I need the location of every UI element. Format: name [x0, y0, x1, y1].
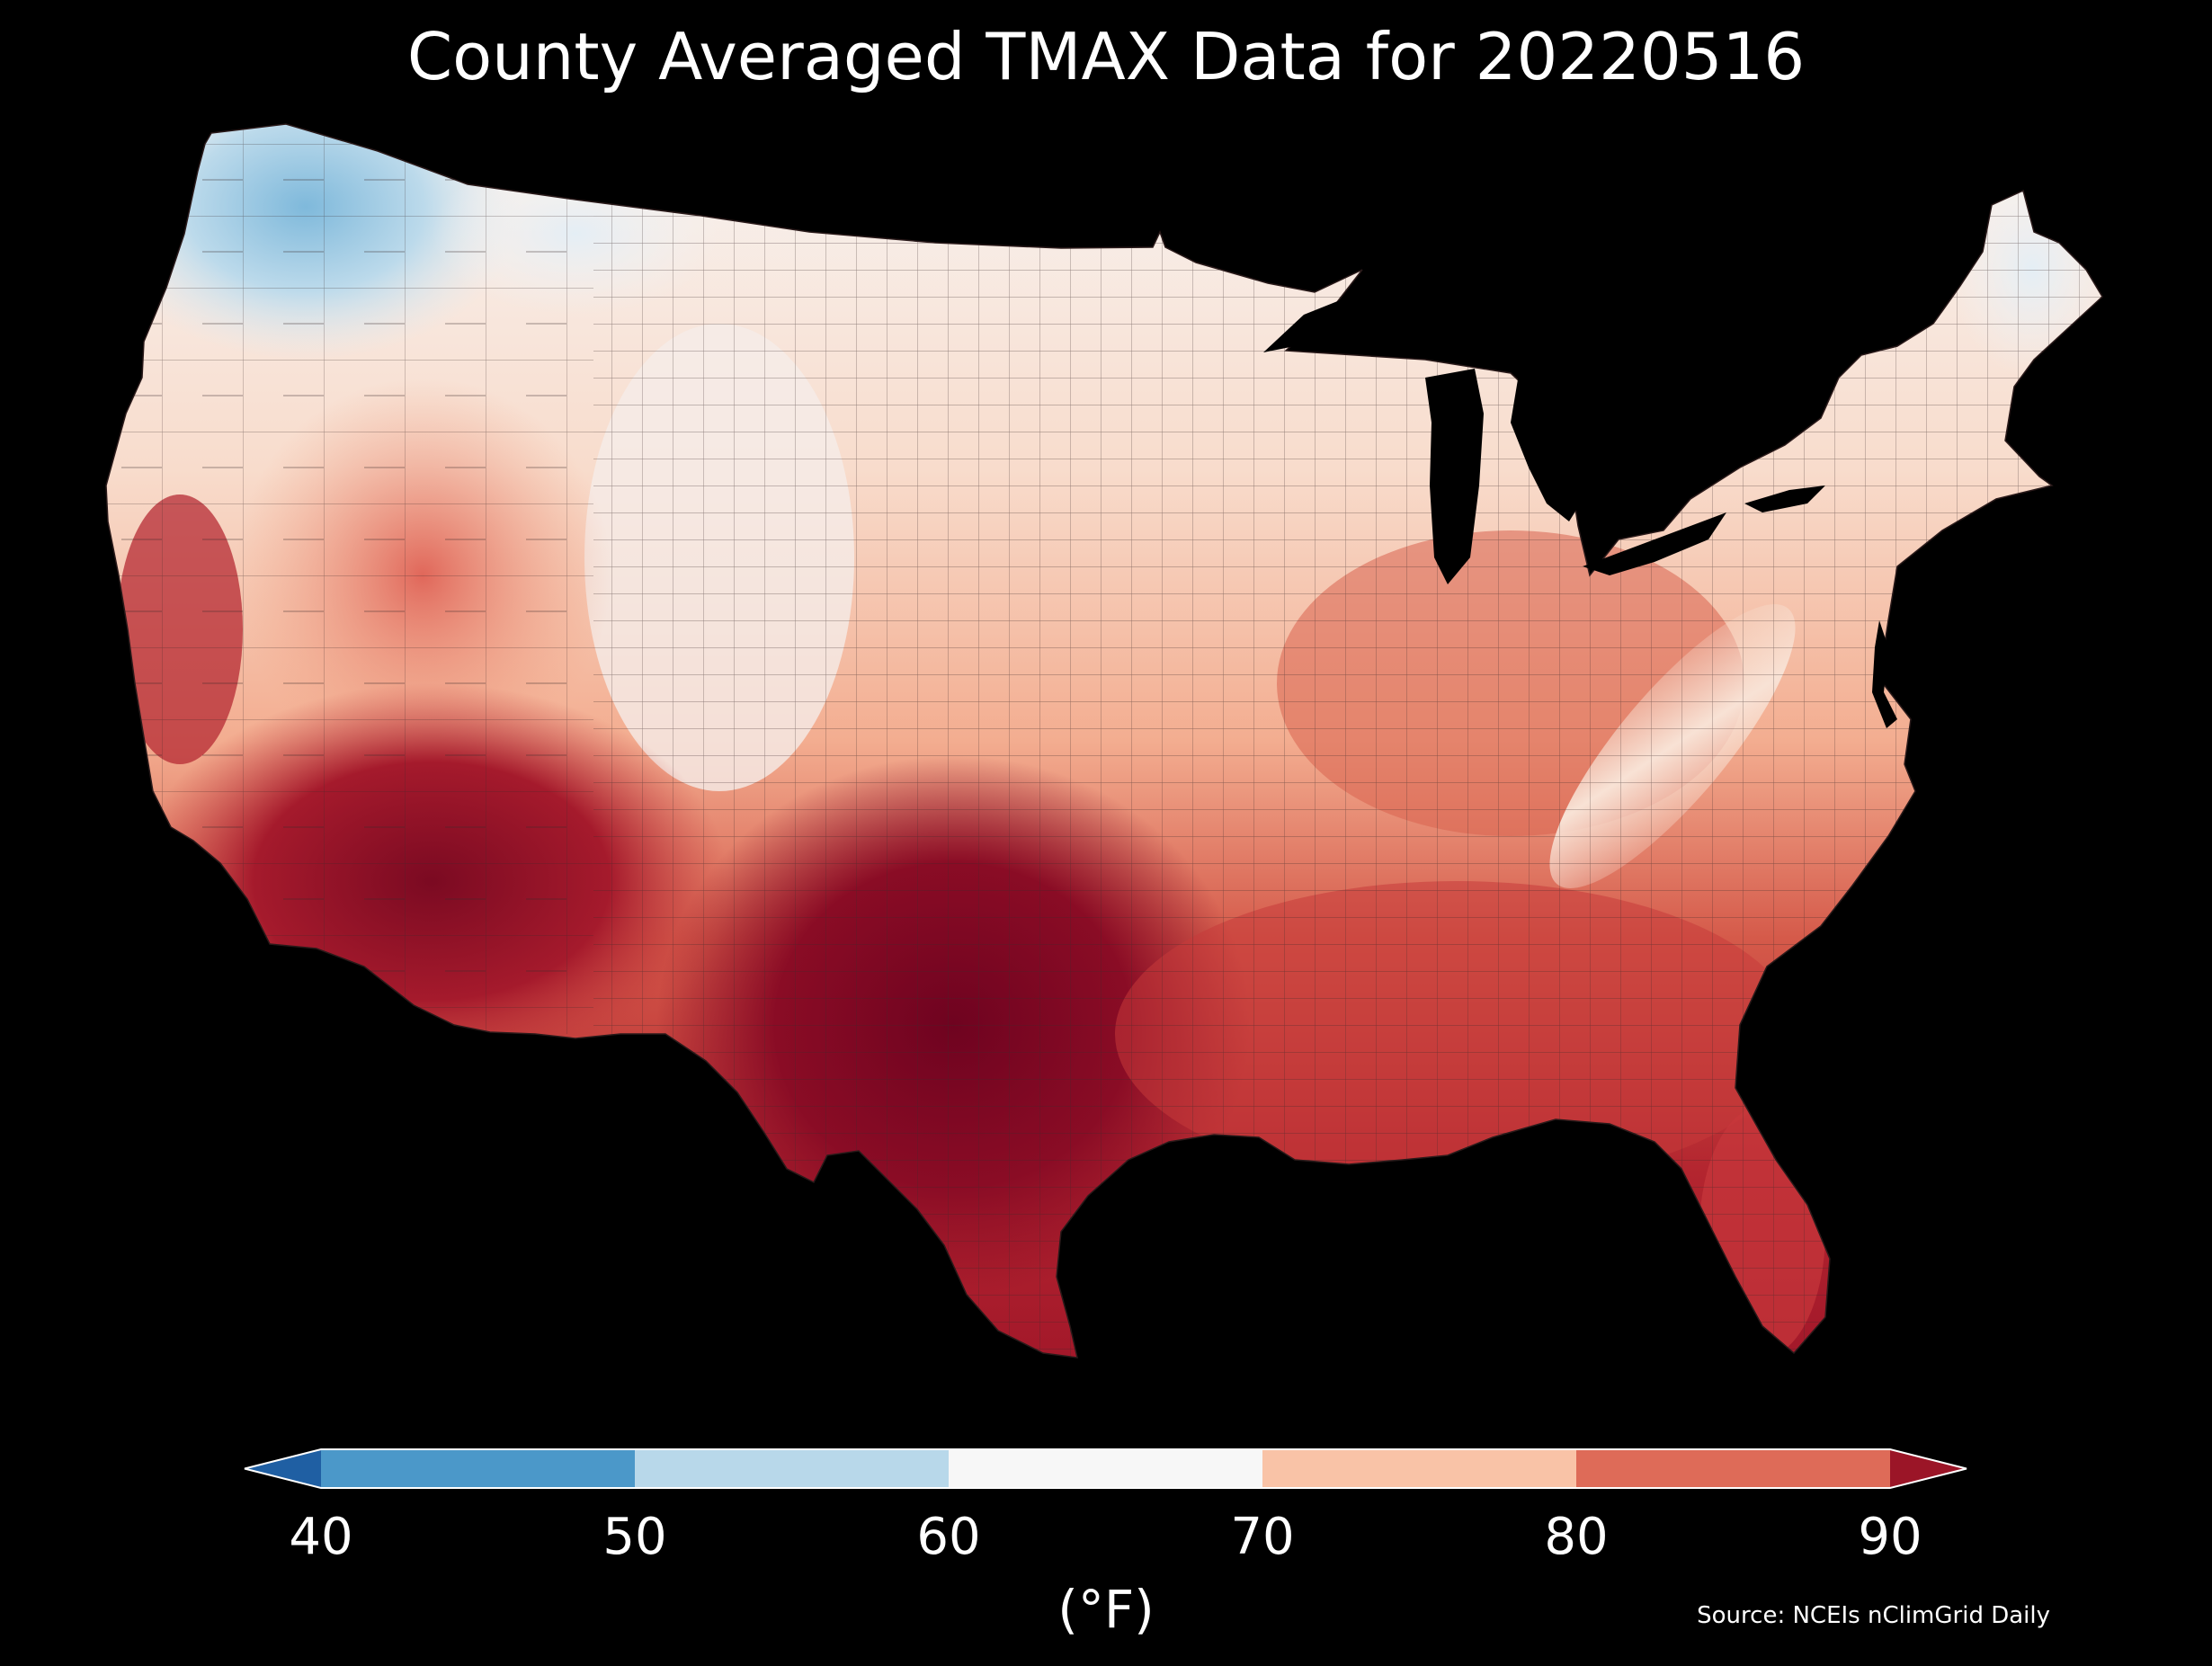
great-lakes: [1263, 279, 1897, 728]
colorbar-unit-label: (°F): [1057, 1579, 1155, 1640]
tick-label-60: 60: [916, 1508, 981, 1566]
map-title: County Averaged TMAX Data for 20220516: [406, 19, 1806, 94]
chesapeake-bay: [1872, 620, 1897, 728]
source-credit: Source: NCEIs nClimGrid Daily: [1697, 1602, 2050, 1629]
us-county-tmax-map: [105, 123, 2103, 1359]
colorbar-bin-80-90: [1576, 1449, 1890, 1488]
lake-michigan: [1425, 369, 1484, 584]
colorbar-outline: [244, 1448, 1967, 1489]
colorbar-extend-low: [245, 1449, 321, 1488]
colorbar-bin-70-80: [1262, 1449, 1576, 1488]
tick-label-90: 90: [1858, 1508, 1922, 1566]
lake-superior: [1263, 279, 1371, 352]
colorbar-extend-high: [1890, 1449, 1967, 1488]
colorbar-bin-50-60: [635, 1449, 949, 1488]
tick-label-50: 50: [602, 1508, 667, 1566]
tick-label-40: 40: [289, 1508, 353, 1566]
colorbar-bin-40-50: [321, 1449, 635, 1488]
lake-ontario: [1744, 486, 1825, 512]
lake-erie: [1583, 512, 1726, 575]
tick-label-70: 70: [1230, 1508, 1295, 1566]
tick-label-80: 80: [1544, 1508, 1609, 1566]
lake-huron: [1511, 369, 1592, 521]
colorbar-bin-60-70: [949, 1449, 1262, 1488]
